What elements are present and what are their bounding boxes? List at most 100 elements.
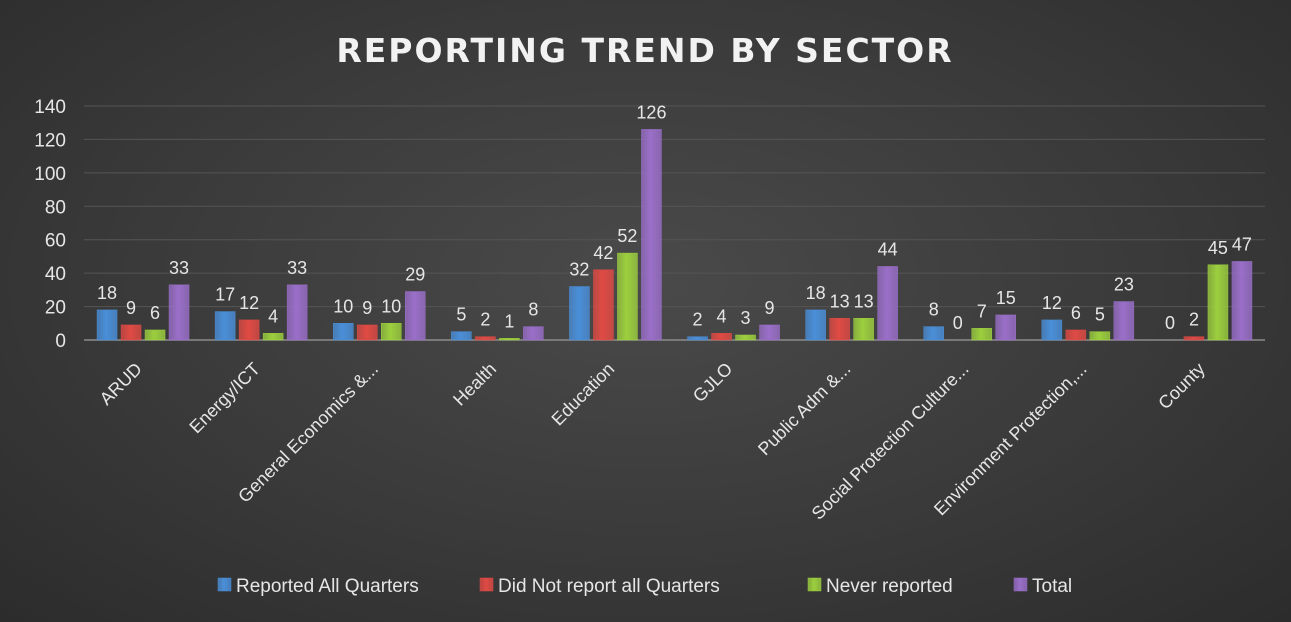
data-label: 15 — [996, 288, 1016, 308]
bar — [829, 318, 850, 341]
bar — [971, 328, 992, 341]
bar — [523, 326, 544, 341]
data-label: 29 — [405, 265, 425, 285]
legend-swatch — [1013, 577, 1028, 592]
gridlines — [84, 105, 1265, 341]
bar — [214, 311, 236, 341]
bar — [499, 338, 520, 341]
y-tick-label: 60 — [45, 231, 66, 252]
data-label: 2 — [1189, 310, 1199, 330]
data-label: 5 — [456, 305, 466, 325]
category-label: Education — [548, 359, 619, 430]
data-label: 13 — [830, 291, 850, 311]
legend-label: Reported All Quarters — [236, 576, 419, 597]
bar — [711, 333, 732, 341]
y-tick-label: 120 — [34, 130, 66, 151]
category-label: GJLO — [689, 359, 736, 406]
legend-swatch — [217, 577, 232, 592]
bar — [805, 309, 826, 341]
data-label: 4 — [268, 306, 278, 326]
bar — [617, 252, 638, 341]
data-label: 12 — [239, 293, 259, 313]
bar — [687, 336, 708, 341]
data-label: 6 — [1071, 303, 1081, 323]
bar — [1041, 319, 1063, 341]
data-label: 0 — [1165, 313, 1175, 333]
data-label: 9 — [765, 298, 775, 318]
bar — [1207, 264, 1229, 341]
legend-label: Total — [1032, 576, 1072, 597]
legend: Reported All Quarters Did Not report all … — [217, 576, 1072, 597]
bar — [1089, 331, 1111, 341]
bar — [1065, 329, 1087, 341]
data-label: 8 — [528, 300, 538, 320]
y-tick-label: 100 — [34, 164, 66, 185]
data-label: 7 — [977, 301, 987, 321]
data-label: 126 — [636, 102, 666, 122]
y-tick-label: 140 — [34, 97, 66, 118]
bar — [641, 129, 662, 341]
data-label: 10 — [333, 296, 353, 316]
legend-label: Never reported — [826, 576, 953, 597]
bar — [853, 318, 874, 341]
bar — [1183, 336, 1205, 341]
bar — [735, 334, 756, 341]
bar — [262, 333, 284, 341]
bar — [475, 336, 496, 341]
data-label: 2 — [693, 310, 703, 330]
bar — [995, 314, 1016, 341]
bar — [923, 326, 944, 341]
bar — [238, 319, 260, 341]
category-label: General Economics &... — [234, 359, 382, 507]
data-label: 17 — [215, 285, 235, 305]
data-label: 13 — [854, 291, 874, 311]
data-label: 32 — [569, 260, 589, 280]
category-label: Energy/ICT — [185, 359, 264, 438]
data-label: 44 — [878, 239, 898, 259]
data-label: 23 — [1114, 275, 1134, 295]
bar — [144, 329, 166, 341]
category-label: Public Adm &... — [754, 359, 854, 459]
data-label: 42 — [593, 243, 613, 263]
data-label: 52 — [617, 226, 637, 246]
category-label: ARUD — [96, 359, 146, 409]
data-label: 45 — [1208, 238, 1228, 258]
data-label: 9 — [362, 298, 372, 318]
data-label: 47 — [1232, 234, 1252, 254]
y-tick-label: 80 — [45, 197, 66, 218]
bar — [1113, 301, 1135, 341]
bar — [96, 309, 118, 341]
bar — [357, 324, 378, 341]
legend-swatch — [479, 577, 494, 592]
data-label: 3 — [741, 308, 751, 328]
category-label: County — [1154, 359, 1208, 413]
data-label: 2 — [480, 310, 490, 330]
data-label: 12 — [1042, 293, 1062, 313]
bar — [333, 323, 354, 341]
data-label: 0 — [953, 313, 963, 333]
data-label: 18 — [97, 283, 117, 303]
legend-swatch — [807, 577, 822, 592]
bar — [451, 331, 472, 341]
y-tick-label: 20 — [45, 298, 66, 319]
bar — [381, 323, 402, 341]
category-label: Health — [449, 359, 500, 410]
data-label: 9 — [126, 298, 136, 318]
bar — [286, 284, 308, 341]
bar — [877, 266, 898, 341]
bars — [96, 129, 1253, 341]
data-label: 5 — [1095, 305, 1105, 325]
legend-label: Did Not report all Quarters — [498, 576, 720, 597]
data-label: 6 — [150, 303, 160, 323]
bar — [120, 324, 142, 341]
data-label: 1 — [504, 311, 514, 331]
y-axis: 0 20 40 60 80 100 120 140 — [34, 97, 66, 352]
data-label: 18 — [806, 283, 826, 303]
data-label: 33 — [169, 258, 189, 278]
bar — [405, 291, 426, 341]
data-label: 10 — [381, 296, 401, 316]
bar — [168, 284, 190, 341]
